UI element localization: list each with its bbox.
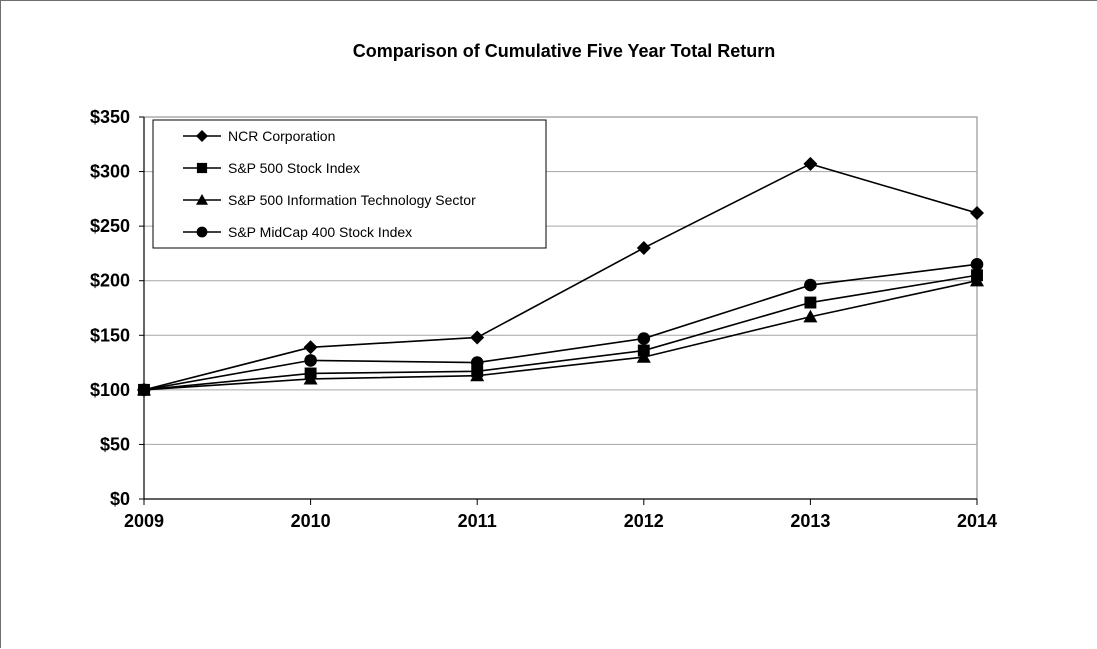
legend-marker-triangle — [196, 194, 208, 205]
legend-marker-circle — [196, 226, 208, 238]
data-point-circle — [804, 278, 817, 292]
legend-item: NCR Corporation — [183, 128, 335, 144]
series-line — [143, 274, 978, 391]
chart-title: Comparison of Cumulative Five Year Total… — [353, 41, 775, 61]
data-point-circle — [470, 356, 484, 369]
y-tick-label: $250 — [90, 216, 130, 236]
data-point-square — [804, 296, 817, 309]
series-diamond — [137, 156, 984, 397]
series-line — [143, 279, 978, 391]
y-tick-label: $150 — [90, 325, 130, 345]
series-line — [143, 263, 978, 391]
x-tick-label: 2013 — [790, 511, 830, 531]
x-tick-label: 2012 — [624, 511, 664, 531]
legend-item: S&P 500 Stock Index — [183, 160, 360, 176]
data-point-circle — [637, 332, 651, 345]
y-tick-label: $300 — [90, 162, 130, 182]
series-square — [138, 269, 983, 396]
data-point-circle — [970, 258, 984, 271]
legend-label: NCR Corporation — [228, 128, 335, 144]
x-tick-label: 2011 — [458, 511, 497, 531]
series-group — [137, 156, 984, 397]
x-tick-label: 2009 — [124, 511, 164, 531]
legend-item: S&P MidCap 400 Stock Index — [183, 224, 412, 240]
data-point-diamond — [803, 156, 818, 171]
y-tick-label: $350 — [90, 107, 130, 127]
y-tick-label: $0 — [110, 489, 130, 509]
y-tick-label: $100 — [90, 380, 130, 400]
series-line — [143, 163, 978, 391]
data-point-circle — [304, 354, 317, 367]
data-point-triangle — [303, 371, 318, 385]
legend-marker-diamond — [196, 130, 208, 142]
data-point-diamond — [470, 330, 485, 345]
y-tick-label: $50 — [100, 434, 130, 454]
data-point-triangle — [470, 368, 485, 382]
data-point-triangle — [636, 350, 651, 363]
series-circle — [137, 258, 984, 397]
legend: NCR Corporation S&P 500 Stock Index S&P 50… — [152, 119, 547, 249]
data-point-diamond — [970, 206, 984, 221]
axes: $0 $50 $100 $150 $200 $250 $300 $350 2009 2010 201… — [90, 107, 997, 531]
legend-item: S&P 500 Information Technology Sector — [183, 192, 476, 208]
data-point-circle — [137, 383, 151, 397]
x-tick-label: 2014 — [957, 511, 997, 531]
data-point-diamond — [303, 340, 318, 355]
data-point-triangle — [970, 273, 984, 287]
data-point-diamond — [636, 240, 651, 255]
legend-label: S&P 500 Stock Index — [228, 160, 360, 176]
legend-box — [152, 119, 547, 249]
legend-label: S&P MidCap 400 Stock Index — [228, 224, 412, 240]
x-tick-label: 2010 — [291, 511, 331, 531]
legend-label: S&P 500 Information Technology Sector — [228, 192, 476, 208]
y-tick-label: $200 — [90, 271, 130, 291]
legend-marker-square — [196, 162, 208, 174]
data-point-triangle — [803, 309, 818, 323]
